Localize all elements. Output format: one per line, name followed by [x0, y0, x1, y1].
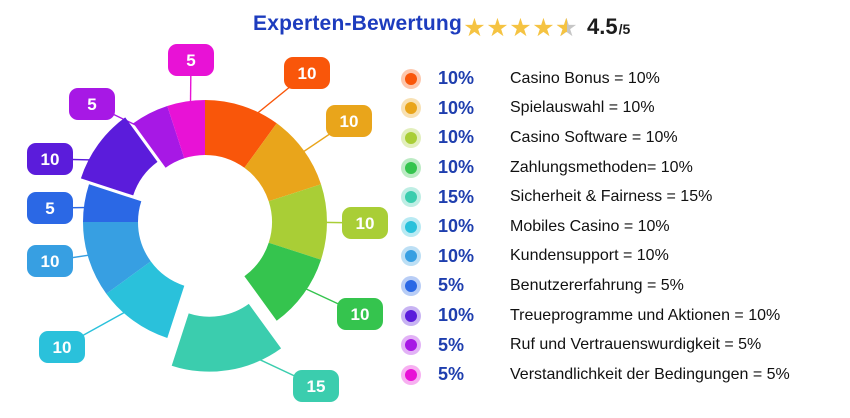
donut-chart: 10 10 10 10 15 10 10 5 10 5 5 [27, 44, 388, 402]
callout-value: 10 [351, 305, 370, 324]
pie-slice-spielauswahl [244, 123, 321, 202]
pie-slice-casino-bonus [205, 100, 277, 168]
legend-label: Kundensupport = 10% [510, 247, 669, 265]
pie-slice-kundensupport [83, 222, 151, 294]
legend-item: 10% Treueprogramme und Aktionen = 10% [400, 301, 790, 331]
legend-percent: 10% [438, 245, 475, 266]
legend-dot-icon [405, 279, 417, 292]
legend-label: Spielauswahl = 10% [510, 99, 655, 117]
star-icon: ★ [486, 14, 509, 42]
callout-value: 10 [340, 112, 359, 131]
legend: 10% Casino Bonus = 10% 10% Spielauswahl = 1… [400, 64, 790, 390]
half-star-fill: ★ [555, 16, 567, 41]
chart-title: Experten-Bewertung [253, 12, 462, 35]
callout-box-kundensupport [27, 245, 73, 277]
callout-value: 15 [307, 377, 326, 396]
legend-dot-icon [405, 161, 417, 174]
pie-slice-benutzererfahrung [83, 184, 142, 222]
legend-percent: 10% [438, 97, 475, 118]
legend-item: 10% Casino Bonus = 10% [400, 64, 790, 94]
star-rating: ★ ★ ★ ★ ★ ★ [463, 16, 578, 41]
legend-dot-icon [405, 368, 417, 381]
half-star-icon: ★ ★ [555, 14, 578, 42]
legend-label: Verstandlichkeit der Bedingungen = 5% [510, 365, 790, 383]
rating-score: 4.5 /5 [587, 14, 630, 40]
callout-value: 5 [87, 95, 96, 114]
legend-label: Ruf und Vertrauenswurdigkeit = 5% [510, 336, 762, 354]
legend-item: 15% Sicherheit & Fairness = 15% [400, 182, 790, 212]
legend-percent: 10% [438, 305, 475, 326]
star-icon: ★ [532, 14, 555, 42]
callout-box-zahlungsmethoden [337, 298, 383, 330]
legend-percent: 5% [438, 334, 465, 355]
pie-slice-treueprogramme-und-aktionen [80, 117, 158, 196]
rating-value: 4.5 [587, 14, 618, 39]
legend-dot-icon [405, 339, 417, 352]
callout-value: 5 [186, 51, 195, 70]
legend-label: Mobiles Casino = 10% [510, 217, 670, 235]
callout-value: 10 [356, 214, 375, 233]
legend-label: Casino Software = 10% [510, 128, 678, 146]
legend-percent: 10% [438, 157, 475, 178]
star-icon: ★ [509, 14, 532, 42]
pie-slice-verstandlichkeit-der-bedingungen [167, 100, 205, 159]
legend-label: Zahlungsmethoden= 10% [510, 158, 693, 176]
legend-item: 10% Zahlungsmethoden= 10% [400, 153, 790, 183]
callout-value: 10 [41, 252, 60, 271]
legend-label: Treueprogramme und Aktionen = 10% [510, 306, 781, 324]
pie-slice-zahlungsmethoden [244, 242, 321, 321]
callout-box-ruf-und-vertrauenswurdigkeit [69, 88, 115, 120]
legend-percent: 10% [438, 127, 475, 148]
callout-box-benutzererfahrung [27, 192, 73, 224]
pie-slice-sicherheit-fairness [171, 303, 282, 372]
rating-max: /5 [618, 21, 631, 37]
legend-item: 10% Mobiles Casino = 10% [400, 212, 790, 242]
callout-value: 10 [298, 64, 317, 83]
callout-value: 10 [41, 150, 60, 169]
legend-item: 10% Spielauswahl = 10% [400, 94, 790, 124]
legend-label: Benutzererfahrung = 5% [510, 276, 684, 294]
legend-percent: 10% [438, 68, 475, 89]
callout-box-mobiles-casino [39, 331, 85, 363]
legend-item: 5% Benutzererfahrung = 5% [400, 271, 790, 301]
legend-percent: 5% [438, 275, 465, 296]
legend-item: 10% Kundensupport = 10% [400, 242, 790, 272]
pie-slice-mobiles-casino [106, 261, 185, 338]
callout-box-casino-software [342, 207, 388, 239]
callout-box-casino-bonus [284, 57, 330, 89]
star-icon: ★ [463, 14, 486, 42]
callout-value: 5 [45, 199, 54, 218]
legend-dot-icon [405, 72, 417, 85]
pie-slice-casino-software [268, 184, 327, 260]
legend-label: Casino Bonus = 10% [510, 69, 660, 87]
legend-dot-icon [405, 102, 417, 115]
legend-percent: 15% [438, 186, 475, 207]
legend-item: 5% Verstandlichkeit der Bedingungen = 5% [400, 360, 790, 390]
legend-dot-icon [405, 131, 417, 144]
callout-value: 10 [53, 338, 72, 357]
legend-dot-icon [405, 191, 417, 204]
legend-label: Sicherheit & Fairness = 15% [510, 188, 713, 206]
callout-box-verstandlichkeit-der-bedingungen [168, 44, 214, 76]
legend-dot-icon [405, 220, 417, 233]
pie-slice-ruf-und-vertrauenswurdigkeit [133, 106, 185, 168]
callout-box-sicherheit-fairness [293, 370, 339, 402]
legend-percent: 10% [438, 216, 475, 237]
legend-item: 10% Casino Software = 10% [400, 123, 790, 153]
legend-dot-icon [405, 309, 417, 322]
legend-percent: 5% [438, 364, 465, 385]
callout-box-spielauswahl [326, 105, 372, 137]
callout-box-treueprogramme-und-aktionen [27, 143, 73, 175]
legend-dot-icon [405, 250, 417, 263]
legend-item: 5% Ruf und Vertrauenswurdigkeit = 5% [400, 330, 790, 360]
